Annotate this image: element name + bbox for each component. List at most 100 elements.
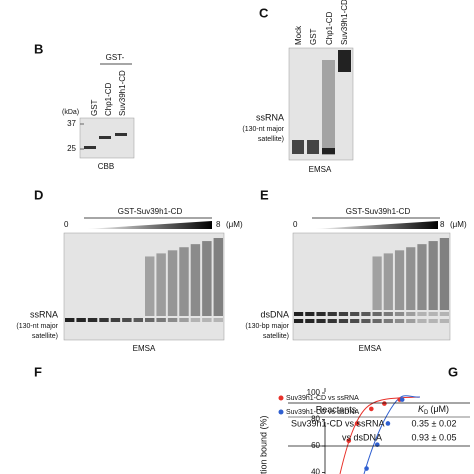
band <box>439 319 449 323</box>
legend-marker <box>278 395 284 401</box>
probe: ssRNA <box>30 309 58 319</box>
band <box>122 318 132 322</box>
protein: GST-Suv39h1-CD <box>118 207 183 216</box>
band <box>338 319 349 323</box>
point <box>385 421 391 426</box>
marker: 37 <box>67 119 76 128</box>
unit: (μM) <box>226 220 243 229</box>
smear <box>179 247 189 316</box>
smear <box>190 244 201 316</box>
unit: (kDa) <box>62 109 79 116</box>
band <box>350 312 360 316</box>
lane-label: Suv39h1-CD <box>118 70 127 116</box>
band <box>156 318 166 322</box>
wedge <box>86 221 212 229</box>
probe: dsDNA <box>260 309 289 319</box>
band <box>322 148 335 154</box>
conc: 0 <box>64 220 69 229</box>
band <box>394 312 405 316</box>
probe: (130-nt major <box>242 126 284 133</box>
smear <box>167 250 178 316</box>
band <box>338 50 351 72</box>
band <box>394 319 405 323</box>
band <box>428 319 438 323</box>
band <box>406 319 416 323</box>
group-label: GST- <box>106 53 125 62</box>
band <box>361 319 371 323</box>
conc: 8 <box>440 220 445 229</box>
probe: ssRNA <box>256 112 284 122</box>
legend-label: Suv39h1-CD vs dsDNA <box>286 409 359 416</box>
smear <box>394 250 405 310</box>
band <box>372 319 382 323</box>
y-label: tion bound (%) <box>258 415 268 474</box>
band <box>167 318 178 322</box>
protein: GST-Suv39h1-CD <box>346 207 411 216</box>
band <box>305 312 315 316</box>
cell: 0.93 ± 0.05 <box>412 432 457 442</box>
smear <box>428 241 438 310</box>
lane-label: Suv39h1-CD <box>340 0 349 45</box>
assay: EMSA <box>133 344 156 353</box>
lane-label: GST <box>309 28 318 45</box>
assay: EMSA <box>359 344 382 353</box>
band <box>145 318 155 322</box>
lane-label: Chp1-CD <box>104 82 113 116</box>
lane-label: Mock <box>294 25 303 45</box>
band <box>361 312 371 316</box>
smear <box>439 238 449 310</box>
band <box>383 312 393 316</box>
fit-curve <box>339 396 421 474</box>
band <box>383 319 393 323</box>
smear <box>372 256 382 310</box>
panel-label: D <box>34 187 43 202</box>
band <box>439 312 449 316</box>
fit-curve <box>363 395 421 474</box>
panel-label: C <box>259 5 269 20</box>
wedge <box>314 221 438 229</box>
band <box>133 318 143 322</box>
point <box>369 406 374 412</box>
legend-label: Suv39h1-CD vs ssRNA <box>286 395 359 402</box>
y-tick-label: 80 <box>311 415 320 424</box>
band <box>202 318 212 322</box>
probe: (130-bp major <box>245 323 289 330</box>
band <box>179 318 189 322</box>
band <box>327 319 337 323</box>
smear <box>406 247 416 310</box>
probe: satellite) <box>32 333 58 340</box>
band <box>417 312 427 316</box>
band <box>417 319 427 323</box>
y-tick-label: 40 <box>311 468 320 474</box>
band <box>327 312 337 316</box>
smear <box>417 244 427 310</box>
smear <box>145 256 155 316</box>
band <box>84 146 96 149</box>
header: KD (μM) <box>418 404 449 415</box>
point <box>382 401 387 406</box>
probe: satellite) <box>258 136 284 143</box>
legend-marker <box>278 409 284 415</box>
point <box>399 397 405 402</box>
panel-label: E <box>260 187 269 202</box>
stain: CBB <box>98 162 114 171</box>
band <box>190 318 201 322</box>
band <box>110 318 121 322</box>
band <box>292 140 304 154</box>
band <box>213 318 223 322</box>
assay: EMSA <box>309 165 332 174</box>
band <box>307 140 319 154</box>
header: Reactants <box>316 404 357 414</box>
band <box>316 319 326 323</box>
probe: (130-nt major <box>16 323 58 330</box>
lane-label: Chp1-CD <box>325 11 334 45</box>
smear <box>202 241 212 316</box>
probe: satellite) <box>263 333 289 340</box>
band <box>294 319 304 323</box>
band <box>76 318 86 322</box>
band <box>87 318 98 322</box>
lane-label: GST <box>90 99 99 116</box>
band <box>406 312 416 316</box>
band <box>305 319 315 323</box>
